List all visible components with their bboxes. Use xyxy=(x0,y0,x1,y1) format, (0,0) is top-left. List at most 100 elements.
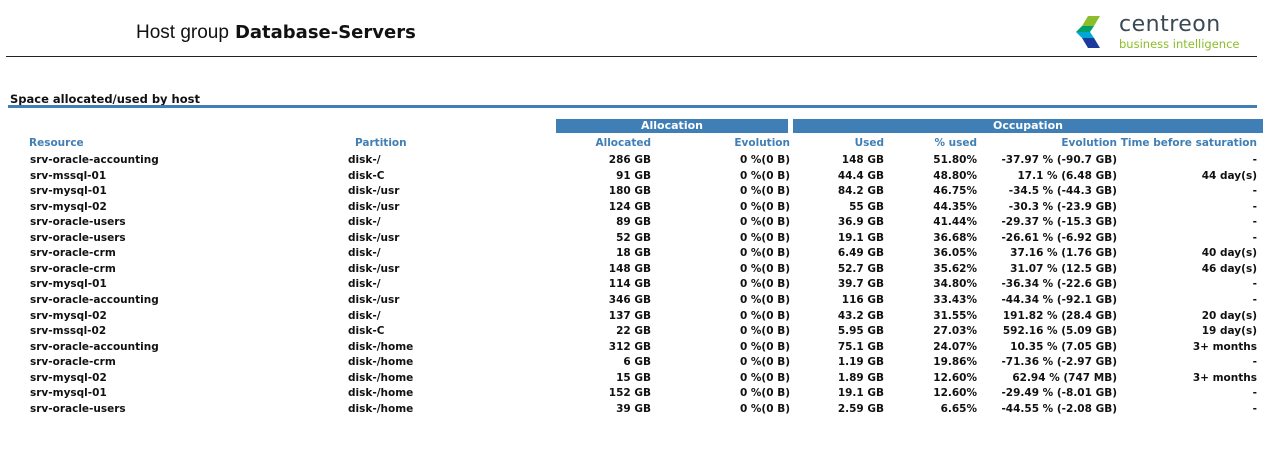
cell-resource: srv-oracle-accounting xyxy=(30,294,159,307)
cell-allocation-evolution: 0 %(0 B) xyxy=(739,185,790,198)
cell-time-before-saturation: - xyxy=(1252,278,1257,291)
cell-used: 5.95 GB xyxy=(837,325,884,338)
cell-occupation-evolution: 62.94 % (747 MB) xyxy=(1012,371,1117,384)
cell-resource: srv-oracle-crm xyxy=(30,247,116,260)
cell-partition: disk-/usr xyxy=(348,262,400,275)
cell-time-before-saturation: - xyxy=(1252,200,1257,213)
cell-percent-used: 36.05% xyxy=(933,247,977,260)
cell-resource: srv-mysql-01 xyxy=(30,387,107,400)
cell-percent-used: 12.60% xyxy=(933,371,977,384)
cell-occupation-evolution: -44.34 % (-92.1 GB) xyxy=(1001,294,1117,307)
cell-used: 75.1 GB xyxy=(837,340,884,353)
cell-used: 43.2 GB xyxy=(837,309,884,322)
cell-partition: disk-/ xyxy=(348,247,381,260)
cell-resource: srv-mssql-01 xyxy=(30,169,107,182)
cell-resource: srv-oracle-users xyxy=(30,216,126,229)
cell-used: 19.1 GB xyxy=(837,387,884,400)
cell-occupation-evolution: 10.35 % (7.05 GB) xyxy=(1010,340,1117,353)
cell-allocated: 286 GB xyxy=(608,154,651,166)
cell-partition: disk-/home xyxy=(348,371,414,384)
cell-percent-used: 19.86% xyxy=(933,356,977,369)
column-header-time-before-saturation: Time before saturation xyxy=(1120,137,1257,149)
cell-partition: disk-/usr xyxy=(348,200,400,213)
cell-percent-used: 34.80% xyxy=(933,278,977,291)
cell-allocated: 312 GB xyxy=(608,340,651,353)
cell-partition: disk-/home xyxy=(348,387,414,400)
cell-percent-used: 33.43% xyxy=(933,294,977,307)
column-header-allocated: Allocated xyxy=(595,137,651,149)
cell-percent-used: 24.07% xyxy=(933,340,977,353)
cell-allocation-evolution: 0 %(0 B) xyxy=(739,371,790,384)
cell-used: 44.4 GB xyxy=(837,169,884,182)
cell-percent-used: 35.62% xyxy=(933,262,977,275)
cell-used: 116 GB xyxy=(841,294,884,307)
cell-allocation-evolution: 0 %(0 B) xyxy=(739,309,790,322)
cell-allocation-evolution: 0 %(0 B) xyxy=(739,294,790,307)
cell-allocated: 137 GB xyxy=(608,309,651,322)
cell-allocated: 346 GB xyxy=(608,294,651,307)
host-group-name: Database-Servers xyxy=(234,22,416,43)
centreon-logo: centreon business intelligence xyxy=(1074,12,1264,52)
cell-time-before-saturation: - xyxy=(1252,231,1257,244)
cell-time-before-saturation: 44 day(s) xyxy=(1201,169,1257,182)
cell-allocated: 89 GB xyxy=(616,216,651,229)
cell-resource: srv-oracle-users xyxy=(30,402,126,415)
cell-time-before-saturation: 19 day(s) xyxy=(1201,325,1257,338)
cell-allocated: 148 GB xyxy=(608,262,651,275)
cell-resource: srv-mysql-02 xyxy=(30,309,107,322)
cell-allocated: 18 GB xyxy=(616,247,651,260)
cell-time-before-saturation: - xyxy=(1252,154,1257,166)
cell-percent-used: 6.65% xyxy=(940,402,977,415)
cell-partition: disk-/usr xyxy=(348,294,400,307)
cell-resource: srv-mysql-02 xyxy=(30,371,107,384)
cell-allocated: 52 GB xyxy=(616,231,651,244)
section-title: Space allocated/used by host xyxy=(10,92,200,106)
cell-allocation-evolution: 0 %(0 B) xyxy=(739,387,790,400)
cell-allocation-evolution: 0 %(0 B) xyxy=(739,216,790,229)
cell-used: 39.7 GB xyxy=(837,278,884,291)
cell-occupation-evolution: -71.36 % (-2.97 GB) xyxy=(1001,356,1117,369)
cell-used: 84.2 GB xyxy=(837,185,884,198)
cell-allocation-evolution: 0 %(0 B) xyxy=(739,154,790,166)
cell-partition: disk-/usr xyxy=(348,231,400,244)
group-header-allocation: Allocation xyxy=(556,119,788,133)
cell-occupation-evolution: -30.3 % (-23.9 GB) xyxy=(1008,200,1117,213)
cell-occupation-evolution: -44.55 % (-2.08 GB) xyxy=(1001,402,1117,415)
cell-partition: disk-/ xyxy=(348,278,381,291)
cell-partition: disk-/home xyxy=(348,402,414,415)
cell-allocation-evolution: 0 %(0 B) xyxy=(739,402,790,415)
cell-time-before-saturation: - xyxy=(1252,356,1257,369)
cell-resource: srv-mssql-02 xyxy=(30,325,107,338)
cell-resource: srv-oracle-accounting xyxy=(30,340,159,353)
cell-used: 148 GB xyxy=(841,154,884,166)
cell-allocation-evolution: 0 %(0 B) xyxy=(739,200,790,213)
cell-occupation-evolution: 191.82 % (28.4 GB) xyxy=(1002,309,1117,322)
cell-resource: srv-oracle-crm xyxy=(30,262,116,275)
cell-occupation-evolution: -37.97 % (-90.7 GB) xyxy=(1001,154,1117,166)
cell-allocation-evolution: 0 %(0 B) xyxy=(739,278,790,291)
cell-allocation-evolution: 0 %(0 B) xyxy=(739,340,790,353)
cell-time-before-saturation: - xyxy=(1252,294,1257,307)
cell-allocated: 124 GB xyxy=(608,200,651,213)
cell-occupation-evolution: -34.5 % (-44.3 GB) xyxy=(1008,185,1117,198)
cell-allocation-evolution: 0 %(0 B) xyxy=(739,262,790,275)
cell-partition: disk-/usr xyxy=(348,185,400,198)
report-title: Host group Database-Servers xyxy=(136,22,416,44)
cell-used: 1.19 GB xyxy=(837,356,884,369)
cell-allocated: 91 GB xyxy=(616,169,651,182)
cell-occupation-evolution: 17.1 % (6.48 GB) xyxy=(1017,169,1117,182)
cell-allocated: 39 GB xyxy=(616,402,651,415)
cell-time-before-saturation: - xyxy=(1252,185,1257,198)
column-header-percent-used: % used xyxy=(934,137,977,149)
cell-used: 6.49 GB xyxy=(837,247,884,260)
cell-time-before-saturation: 46 day(s) xyxy=(1201,262,1257,275)
cell-resource: srv-oracle-accounting xyxy=(30,154,159,166)
cell-time-before-saturation: 40 day(s) xyxy=(1201,247,1257,260)
cell-occupation-evolution: 592.16 % (5.09 GB) xyxy=(1002,325,1117,338)
cell-partition: disk-C xyxy=(348,169,385,182)
cell-allocated: 114 GB xyxy=(608,278,651,291)
cell-percent-used: 48.80% xyxy=(933,169,977,182)
cell-partition: disk-/home xyxy=(348,356,414,369)
cell-allocation-evolution: 0 %(0 B) xyxy=(739,247,790,260)
cell-allocated: 15 GB xyxy=(616,371,651,384)
